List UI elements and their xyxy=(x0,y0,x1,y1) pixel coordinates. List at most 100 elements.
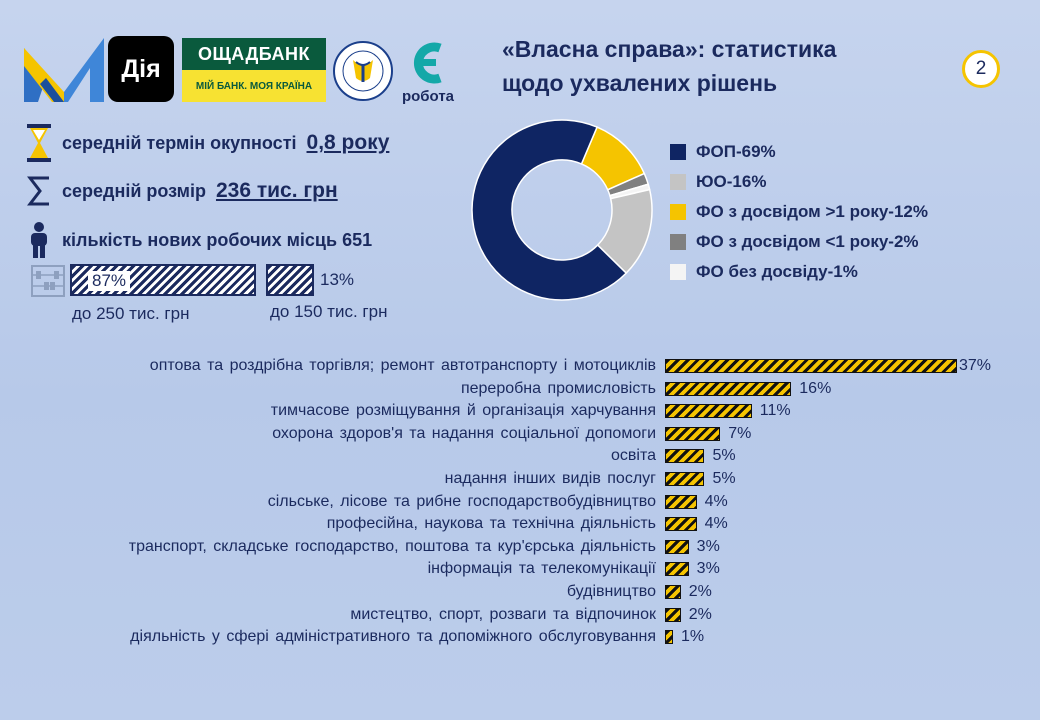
donut-chart xyxy=(471,119,653,301)
page-number-badge: 2 xyxy=(962,50,1000,88)
oschadbank-slogan: МІЙ БАНК. МОЯ КРАЇНА xyxy=(182,70,326,102)
diya-logo-text: Дія xyxy=(121,54,161,83)
bar-category-label: мистецтво, спорт, розваги та відпочинок xyxy=(350,605,656,623)
legend-swatch xyxy=(670,264,686,280)
bar-category-label: охорона здоров'я та надання соціальної д… xyxy=(272,424,656,442)
bar-row: оптова та роздрібна торгівля; ремонт авт… xyxy=(0,355,1040,377)
bar-category-label: переробна промисловість xyxy=(460,379,656,397)
bar-row: діяльність у сфері адміністративного та … xyxy=(0,626,1040,648)
stat-size-value: 236 тис. грн xyxy=(215,179,338,202)
legend-label: ФО з досвідом >1 року-12% xyxy=(696,202,928,221)
legend-label: ФОП-69% xyxy=(696,142,776,161)
bar-row: мистецтво, спорт, розваги та відпочинок 2… xyxy=(0,604,1040,626)
bar-category-label: тимчасове розміщування й організація хар… xyxy=(270,402,656,420)
bar-category-label: професійна, наукова та технічна діяльніс… xyxy=(326,515,656,533)
abacus-icon xyxy=(31,265,65,297)
bar-row: будівництво 2% xyxy=(0,581,1040,603)
ministry-m-logo xyxy=(24,38,104,102)
share-250-pct: 87% xyxy=(88,271,131,291)
legend-swatch xyxy=(670,234,686,250)
sigma-icon xyxy=(22,174,56,208)
donut-slice-0 xyxy=(471,119,628,301)
stat-jobs: кількість нових робочих місць 651 xyxy=(22,222,372,258)
stat-payback: середній термін окупності 0,8 року xyxy=(22,124,389,162)
stat-payback-label: середній термін окупності xyxy=(62,132,297,153)
bar-row: надання інших видів послуг 5% xyxy=(0,468,1040,490)
bar-row: охорона здоров'я та надання соціальної д… xyxy=(0,423,1040,445)
stat-payback-value: 0,8 року xyxy=(306,131,390,154)
legend-label: ФО без досвіду-1% xyxy=(696,262,858,281)
bar-row: транспорт, складське господарство, пошто… xyxy=(0,536,1040,558)
e-robota-text: робота xyxy=(401,88,455,105)
bar-value-label: 2% xyxy=(688,583,712,600)
bar-category-label: діяльність у сфері адміністративного та … xyxy=(130,628,656,646)
bar-category-label: інформація та телекомунікації xyxy=(427,560,656,578)
bar xyxy=(665,426,721,441)
legend-item: ФО без досвіду-1% xyxy=(670,262,858,282)
bar-value-label: 5% xyxy=(712,447,736,465)
page-title: «Власна справа»: статистика щодо ухвален… xyxy=(502,32,836,100)
bar-value-label: 11% xyxy=(759,402,791,420)
bar-row: переробна промисловість 16% xyxy=(0,378,1040,400)
bar-value-label: 1% xyxy=(681,628,705,646)
bar xyxy=(665,449,705,464)
hourglass-icon xyxy=(22,124,56,162)
legend-item: ФО з досвідом >1 року-12% xyxy=(670,202,928,222)
share-250-label: до 250 тис. грн xyxy=(72,304,190,323)
employment-service-seal xyxy=(333,41,393,101)
bar xyxy=(665,381,792,396)
share-150-pct: 13% xyxy=(320,270,355,289)
page-title-line2: щодо ухвалених рішень xyxy=(502,70,778,96)
bar xyxy=(665,607,681,622)
bar xyxy=(665,404,752,419)
bar xyxy=(665,359,957,373)
stat-size-label: середній розмір xyxy=(62,180,206,201)
bar xyxy=(665,539,689,554)
bar-value-label: 16% xyxy=(799,379,832,397)
oschadbank-logo: ОЩАДБАНК МІЙ БАНК. МОЯ КРАЇНА xyxy=(182,38,326,102)
bar xyxy=(665,562,689,577)
page-title-line1: «Власна справа»: статистика xyxy=(502,36,837,62)
legend-item: ЮО-16% xyxy=(670,172,766,192)
share-150-box xyxy=(266,264,314,296)
bar-category-label: надання інших видів послуг xyxy=(444,470,656,487)
bar xyxy=(665,630,673,645)
bar-value-label: 37% xyxy=(959,357,992,374)
bar-value-label: 7% xyxy=(728,424,752,442)
bar-value-label: 4% xyxy=(704,515,728,533)
stat-jobs-label: кількість нових робочих місць 651 xyxy=(62,229,373,250)
legend-swatch xyxy=(670,144,686,160)
share-150-label: до 150 тис. грн xyxy=(270,302,388,321)
bar-row: професійна, наукова та технічна діяльніс… xyxy=(0,513,1040,535)
legend-label: ФО з досвідом <1 року-2% xyxy=(696,232,919,251)
bar-value-label: 3% xyxy=(696,537,720,555)
bar-value-label: 2% xyxy=(688,605,712,623)
bar xyxy=(665,517,697,532)
oschadbank-name: ОЩАДБАНК xyxy=(182,38,326,70)
e-robota-icon xyxy=(414,42,442,84)
bar-category-label: будівництво xyxy=(566,583,656,600)
person-icon xyxy=(22,222,56,258)
bar xyxy=(665,494,697,509)
legend-swatch xyxy=(670,204,686,220)
bar-row: освіта 5% xyxy=(0,445,1040,467)
bar-category-label: оптова та роздрібна торгівля; ремонт авт… xyxy=(149,357,656,374)
bar-value-label: 5% xyxy=(712,470,736,487)
bar-row: інформація та телекомунікації 3% xyxy=(0,558,1040,580)
legend-swatch xyxy=(670,174,686,190)
bar-value-label: 3% xyxy=(696,560,720,578)
bar xyxy=(665,472,705,486)
legend-item: ФОП-69% xyxy=(670,142,776,162)
page-number: 2 xyxy=(975,58,987,79)
bar-category-label: транспорт, складське господарство, пошто… xyxy=(128,537,656,555)
stat-size: середній розмір 236 тис. грн xyxy=(22,174,338,208)
e-robota-logo: робота xyxy=(398,38,458,106)
legend-label: ЮО-16% xyxy=(696,172,767,191)
legend-item: ФО з досвідом <1 року-2% xyxy=(670,232,919,252)
bar-row: тимчасове розміщування й організація хар… xyxy=(0,400,1040,422)
bar xyxy=(665,585,681,599)
bar-category-label: освіта xyxy=(611,447,656,465)
bar-row: сільське, лісове та рибне господарствобу… xyxy=(0,491,1040,513)
diya-logo: Дія xyxy=(108,36,174,102)
bar-category-label: сільське, лісове та рибне господарствобу… xyxy=(267,492,656,510)
